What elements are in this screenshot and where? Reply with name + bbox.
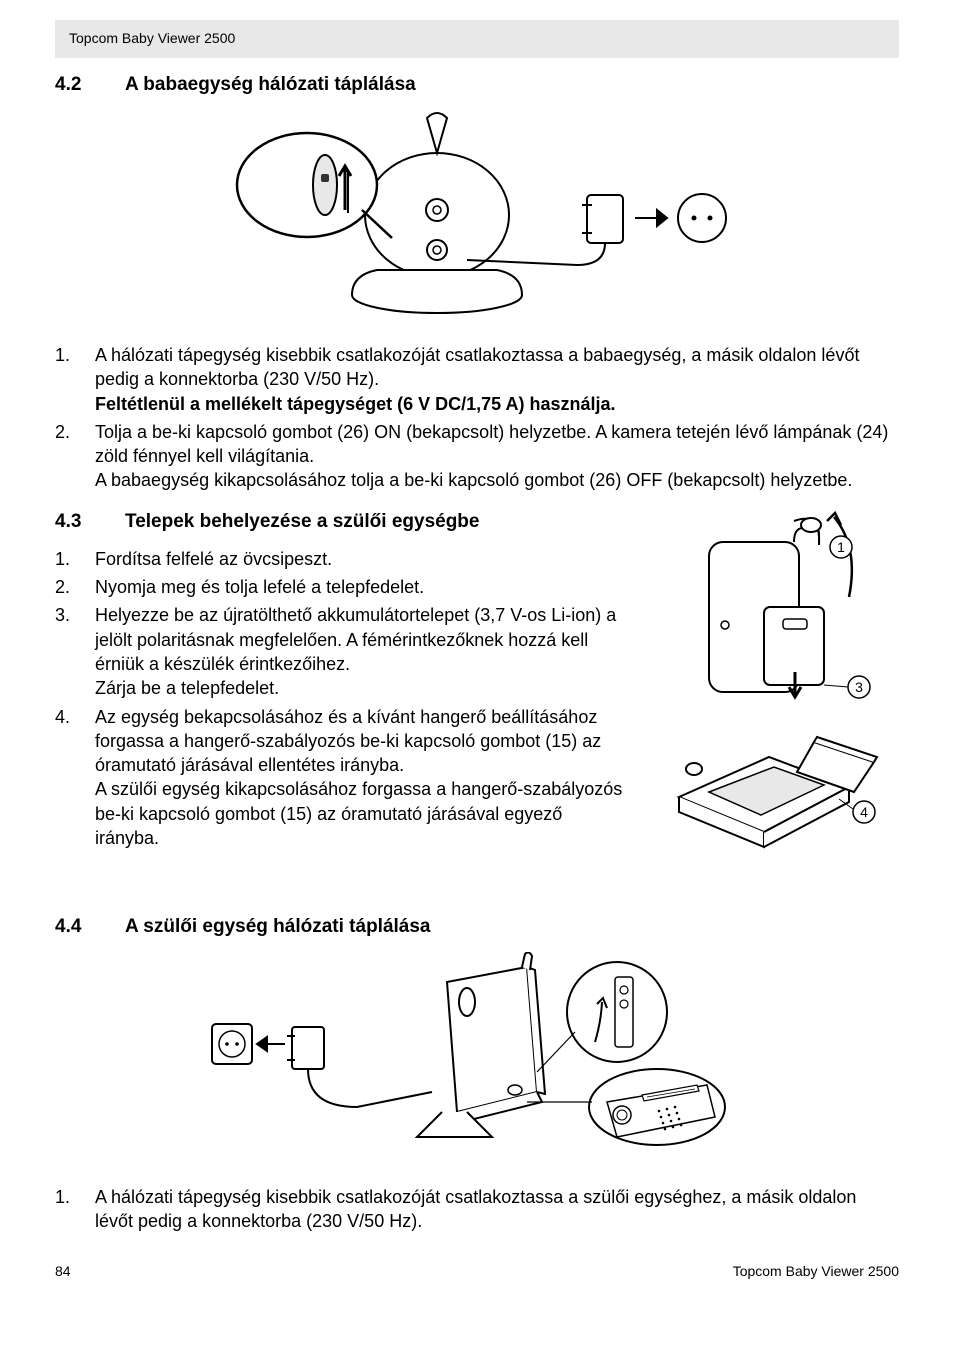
callout-1: 1 [837,539,845,555]
figure-battery-install: 1 3 [649,497,899,897]
section-title: A babaegység hálózati táplálása [125,74,899,96]
item-num: 1. [55,343,95,416]
page: Topcom Baby Viewer 2500 4.2 A babaegység… [0,0,954,1309]
item-text: A hálózati tápegység kisebbik csatlakozó… [95,1185,899,1234]
section-title: Telepek behelyezése a szülői egységbe [125,511,629,533]
item-num: 2. [55,575,95,599]
callout-4: 4 [860,804,868,820]
item-text: Helyezze be az újratölthető akkumulátort… [95,603,629,700]
item-text: A hálózati tápegység kisebbik csatlakozó… [95,343,899,416]
item-text: Tolja a be-ki kapcsoló gombot (26) ON (b… [95,420,899,493]
item-text: Nyomja meg és tolja lefelé a telepfedele… [95,575,629,599]
callout-3: 3 [855,679,863,695]
list-4-3: 1. Fordítsa felfelé az övcsipeszt. 2. Ny… [55,547,629,851]
text-line: Zárja be a telepfedelet. [95,678,279,698]
heading-4-4: 4.4 A szülői egység hálózati táplálása [55,916,899,938]
item-text: Fordítsa felfelé az övcsipeszt. [95,547,629,571]
text-line: A babaegység kikapcsolásához tolja a be-… [95,470,852,490]
list-item: 2. Tolja a be-ki kapcsoló gombot (26) ON… [55,420,899,493]
footer: 84 Topcom Baby Viewer 2500 [55,1263,899,1279]
text-line: A hálózati tápegység kisebbik csatlakozó… [95,345,859,389]
item-num: 4. [55,705,95,851]
section-num: 4.4 [55,916,125,938]
text-bold: Feltétlenül a mellékelt tápegységet (6 V… [95,394,616,414]
text-line: Helyezze be az újratölthető akkumulátort… [95,605,616,674]
header-bar: Topcom Baby Viewer 2500 [55,20,899,58]
list-item: 1. Fordítsa felfelé az övcsipeszt. [55,547,629,571]
list-item: 1. A hálózati tápegység kisebbik csatlak… [55,343,899,416]
page-number: 84 [55,1263,71,1279]
item-num: 1. [55,1185,95,1234]
item-num: 1. [55,547,95,571]
section-4-3-figures: 1 3 [649,497,899,902]
list-item: 2. Nyomja meg és tolja lefelé a telepfed… [55,575,629,599]
text-line: Tolja a be-ki kapcsoló gombot (26) ON (b… [95,422,888,466]
item-text: Az egység bekapcsolásához és a kívánt ha… [95,705,629,851]
item-num: 3. [55,603,95,700]
footer-product: Topcom Baby Viewer 2500 [733,1263,899,1279]
text-line: A szülői egység kikapcsolásához forgassa… [95,779,622,848]
section-4-3-left: 4.3 Telepek behelyezése a szülői egységb… [55,497,629,902]
list-item: 4. Az egység bekapcsolásához és a kívánt… [55,705,629,851]
list-4-2: 1. A hálózati tápegység kisebbik csatlak… [55,343,899,493]
list-4-4: 1. A hálózati tápegység kisebbik csatlak… [55,1185,899,1234]
heading-4-3: 4.3 Telepek behelyezése a szülői egységb… [55,511,629,533]
section-num: 4.2 [55,74,125,96]
figure-baby-unit-power [55,110,899,325]
heading-4-2: 4.2 A babaegység hálózati táplálása [55,74,899,96]
section-num: 4.3 [55,511,125,533]
list-item: 3. Helyezze be az újratölthető akkumulát… [55,603,629,700]
header-product: Topcom Baby Viewer 2500 [69,30,235,46]
item-num: 2. [55,420,95,493]
text-line: Az egység bekapcsolásához és a kívánt ha… [95,707,601,776]
section-title: A szülői egység hálózati táplálása [125,916,899,938]
figure-parent-unit-power [55,952,899,1167]
list-item: 1. A hálózati tápegység kisebbik csatlak… [55,1185,899,1234]
section-4-3-row: 4.3 Telepek behelyezése a szülői egységb… [55,497,899,902]
